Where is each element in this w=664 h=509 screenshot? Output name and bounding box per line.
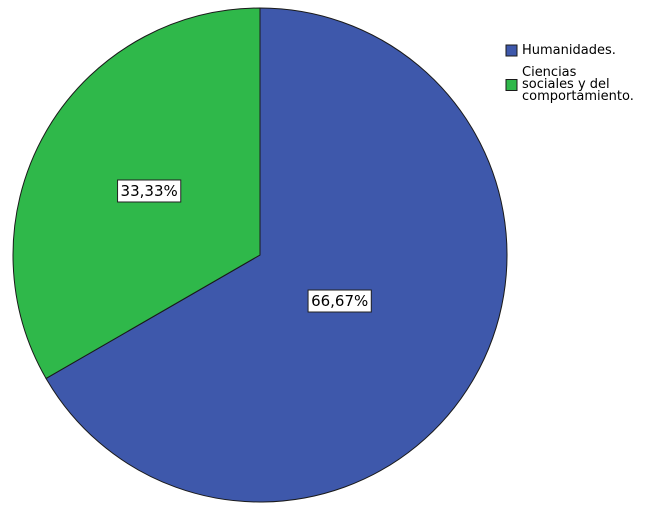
legend: Humanidades. Ciencias sociales y del compor… xyxy=(505,43,634,104)
pie-data-labels: 66,67% 33,33% xyxy=(117,179,372,313)
legend-swatch xyxy=(505,44,518,57)
legend-swatch xyxy=(505,79,518,91)
pie-slices xyxy=(12,7,508,503)
legend-item-humanidades: Humanidades. xyxy=(505,43,616,58)
legend-label: Ciencias sociales y del comportamiento. xyxy=(522,65,634,104)
pie-slice-humanidades xyxy=(45,7,508,503)
legend-label: Humanidades. xyxy=(522,43,616,58)
data-label-box xyxy=(117,179,182,203)
data-label-text: 66,67% xyxy=(311,292,368,310)
data-label-text: 33,33% xyxy=(121,182,178,200)
data-label-box xyxy=(307,289,372,313)
legend-item-ciencias-sociales-y-del-comportamiento: Ciencias sociales y del comportamiento. xyxy=(505,65,634,104)
data-label-humanidades: 66,67% xyxy=(307,289,372,313)
data-label-ciencias-sociales-y-del-comportamiento: 33,33% xyxy=(117,179,182,203)
